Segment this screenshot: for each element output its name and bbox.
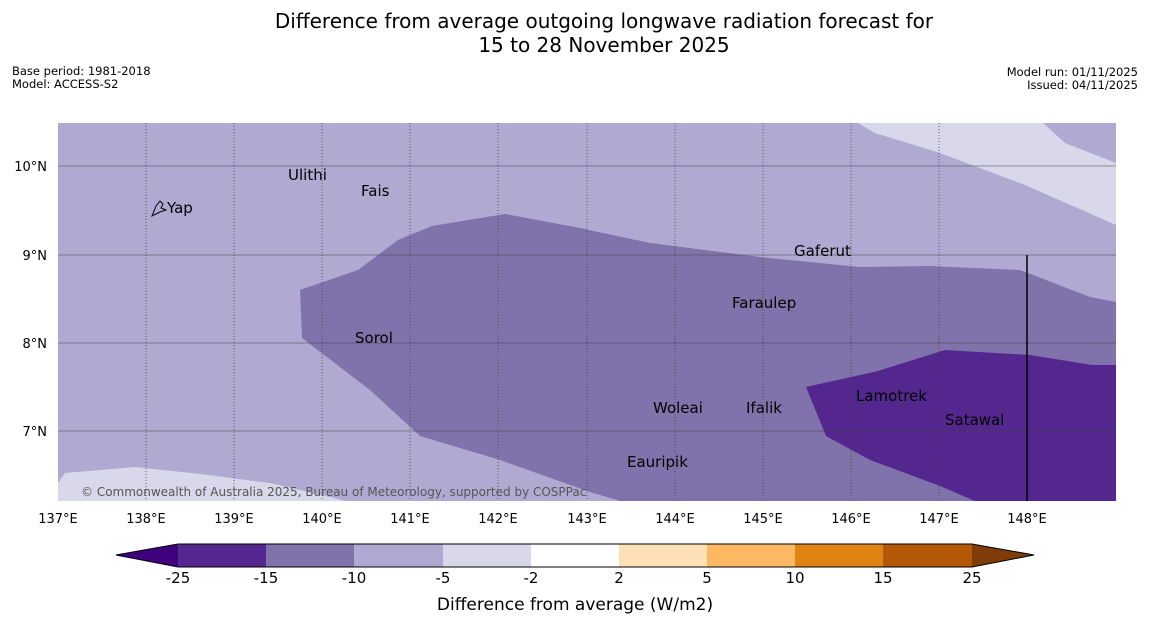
colorbar-extend-low <box>116 544 178 567</box>
gridlines <box>58 123 1116 501</box>
lat-ticks: 10°N 9°N 8°N 7°N <box>14 160 47 440</box>
colorbar-segment-minus25-minus15 <box>178 544 266 567</box>
base-period: Base period: 1981-2018 <box>12 64 151 78</box>
colorbar-tick: -5 <box>436 569 451 587</box>
lon-tick-146e: 146°E <box>831 512 871 527</box>
colorbar-tick: 15 <box>873 569 892 587</box>
place-label-yap: Yap <box>166 199 193 217</box>
place-label-eauripik: Eauripik <box>627 453 688 471</box>
colorbar-segment-2-5 <box>619 544 707 567</box>
colorbar-title: Difference from average (W/m2) <box>437 595 713 615</box>
colorbar-tick: 25 <box>962 569 981 587</box>
lon-tick-142e: 142°E <box>478 512 518 527</box>
lon-tick-139e: 139°E <box>214 512 254 527</box>
colorbar: -25 -15 -10 -5 -2 2 5 10 15 25 Differenc… <box>115 543 1035 615</box>
colorbar-tick: -2 <box>524 569 539 587</box>
place-label-lamotrek: Lamotrek <box>856 387 927 405</box>
colorbar-tick: -10 <box>342 569 367 587</box>
place-label-ifalik: Ifalik <box>746 399 782 417</box>
lon-tick-143e: 143°E <box>567 512 607 527</box>
meta-left: Base period: 1981-2018 Model: ACCESS-S2 <box>12 65 151 91</box>
band-minus5-minus2-ne <box>858 123 1116 225</box>
lat-tick-7n: 7°N <box>23 425 48 440</box>
lon-tick-140e: 140°E <box>302 512 342 527</box>
issued-date: Issued: 04/11/2025 <box>1027 78 1138 92</box>
lon-tick-148e: 148°E <box>1007 512 1047 527</box>
place-labels: Ulithi Fais Yap Gaferut Faraulep Sorol L… <box>166 166 1004 471</box>
colorbar-tick: 5 <box>702 569 712 587</box>
colorbar-segment-15-25 <box>883 544 972 567</box>
colorbar-ticks: -25 -15 -10 -5 -2 2 5 10 15 25 <box>166 569 982 587</box>
lon-tick-138e: 138°E <box>126 512 166 527</box>
colorbar-tick: 2 <box>614 569 624 587</box>
yap-island-outline <box>151 200 168 218</box>
colorbar-segment-5-10 <box>707 544 795 567</box>
title-line-2: 15 to 28 November 2025 <box>478 33 730 57</box>
lon-tick-147e: 147°E <box>919 512 959 527</box>
place-label-sorol: Sorol <box>355 329 393 347</box>
lon-ticks: 137°E 138°E 139°E 140°E 141°E 142°E 143°… <box>38 512 1047 527</box>
colorbar-tick: -15 <box>254 569 279 587</box>
place-label-woleai: Woleai <box>653 399 703 417</box>
lat-tick-8n: 8°N <box>23 337 48 352</box>
map-area: Ulithi Fais Yap Gaferut Faraulep Sorol L… <box>58 123 1116 501</box>
band-minus25-minus15 <box>806 350 1116 501</box>
model-name: Model: ACCESS-S2 <box>12 77 119 91</box>
colorbar-outline <box>115 543 1035 568</box>
place-label-faraulep: Faraulep <box>732 294 796 312</box>
copyright-notice: © Commonwealth of Australia 2025, Bureau… <box>81 485 586 499</box>
colorbar-tick: 10 <box>785 569 804 587</box>
lon-tick-141e: 141°E <box>390 512 430 527</box>
colorbar-extend-high <box>972 544 1034 567</box>
colorbar-tick: -25 <box>166 569 191 587</box>
place-label-fais: Fais <box>361 182 390 200</box>
lat-tick-10n: 10°N <box>14 160 47 175</box>
colorbar-segment-10-15 <box>795 544 883 567</box>
model-run: Model run: 01/11/2025 <box>1006 65 1138 79</box>
lat-tick-9n: 9°N <box>23 249 48 264</box>
lon-tick-137e: 137°E <box>38 512 78 527</box>
meta-right: Model run: 01/11/2025 Issued: 04/11/2025 <box>1007 66 1138 92</box>
lon-tick-144e: 144°E <box>655 512 695 527</box>
title-line-1: Difference from average outgoing longwav… <box>274 9 934 33</box>
colorbar-segment-minus10-minus5 <box>354 544 443 567</box>
colorbar-segment-minus5-minus2 <box>443 544 531 567</box>
place-label-ulithi: Ulithi <box>288 166 327 184</box>
colorbar-segment-minus15-minus10 <box>266 544 354 567</box>
place-label-gaferut: Gaferut <box>794 242 851 260</box>
lon-tick-145e: 145°E <box>743 512 783 527</box>
colorbar-segment-minus2-2 <box>531 544 619 567</box>
band-minus5-minus2-sw <box>58 467 345 501</box>
place-label-satawal: Satawal <box>945 411 1004 429</box>
map-title: Difference from average outgoing longwav… <box>0 9 1150 57</box>
